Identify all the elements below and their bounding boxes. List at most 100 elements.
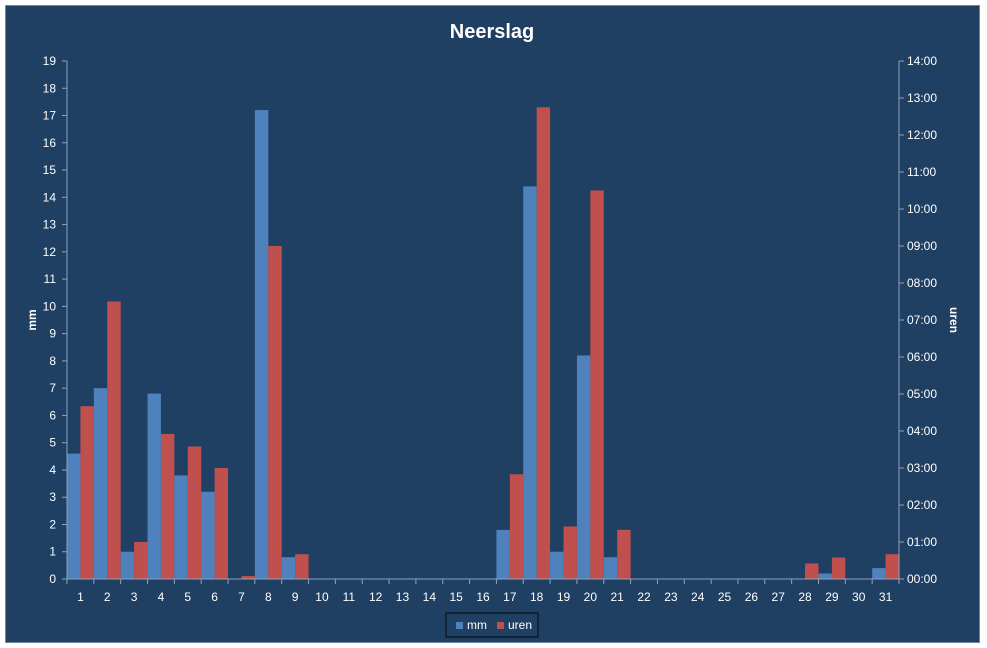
x-tick-label: 27 <box>772 590 786 604</box>
x-tick-label: 2 <box>104 590 111 604</box>
bar-uren <box>268 246 282 579</box>
y-tick-label: 5 <box>49 436 56 450</box>
x-tick-label: 5 <box>184 590 191 604</box>
x-tick-label: 11 <box>343 590 356 604</box>
y2-tick-label: 12:00 <box>907 128 937 142</box>
bar-uren <box>509 474 524 579</box>
x-tick-label: 18 <box>530 590 544 604</box>
y-tick-label: 0 <box>49 572 56 586</box>
chart-title: Neerslag <box>450 21 535 43</box>
bar-uren <box>885 554 899 579</box>
y-tick-label: 7 <box>49 381 56 395</box>
bar-uren <box>134 542 148 579</box>
bar-mm <box>496 529 510 579</box>
bar-mm <box>281 557 296 579</box>
bar-uren <box>536 107 551 579</box>
y2-tick-label: 07:00 <box>907 313 937 327</box>
x-tick-label: 4 <box>158 590 165 604</box>
y2-tick-label: 05:00 <box>907 387 937 401</box>
x-tick-label: 6 <box>211 590 218 604</box>
x-tick-label: 28 <box>798 590 812 604</box>
bar-mm <box>550 551 564 579</box>
legend-swatch-uren <box>497 622 504 629</box>
x-tick-label: 17 <box>503 590 517 604</box>
x-tick-label: 20 <box>584 590 598 604</box>
y2-tick-label: 03:00 <box>907 461 937 475</box>
x-tick-label: 29 <box>825 590 839 604</box>
bar-uren <box>805 563 819 579</box>
bar-mm <box>120 551 135 579</box>
y-tick-label: 4 <box>49 463 56 477</box>
axes-group: 01234567891011121314151617181900:0001:00… <box>43 54 938 604</box>
x-tick-label: 25 <box>718 590 732 604</box>
bar-uren <box>160 433 175 579</box>
y2-tick-label: 11:00 <box>907 165 936 179</box>
bar-mm <box>872 568 886 579</box>
y-tick-label: 10 <box>43 299 57 313</box>
y2-tick-label: 14:00 <box>907 54 937 68</box>
y2-tick-label: 00:00 <box>907 572 937 586</box>
y-tick-label: 17 <box>43 109 57 123</box>
legend-label-uren: uren <box>508 618 532 632</box>
bar-uren <box>214 468 229 579</box>
y2-tick-label: 13:00 <box>907 91 937 105</box>
x-tick-label: 16 <box>476 590 490 604</box>
bar-mm <box>254 110 269 580</box>
y-tick-label: 6 <box>49 408 56 422</box>
y-tick-label: 16 <box>43 136 57 150</box>
x-tick-label: 1 <box>77 590 84 604</box>
y-tick-label: 18 <box>43 81 57 95</box>
y-axis-title: mm <box>25 309 39 330</box>
y-tick-label: 9 <box>49 327 56 341</box>
y-tick-label: 14 <box>43 190 57 204</box>
x-tick-label: 22 <box>637 590 651 604</box>
y-tick-label: 11 <box>44 272 57 286</box>
bar-mm <box>201 491 215 579</box>
bar-mm <box>174 475 188 579</box>
bar-mm <box>576 355 591 579</box>
y2-tick-label: 01:00 <box>907 535 937 549</box>
y-tick-label: 1 <box>49 545 56 559</box>
legend-swatch-mm <box>456 622 463 629</box>
x-tick-label: 12 <box>369 590 383 604</box>
x-tick-label: 9 <box>292 590 299 604</box>
y-tick-label: 13 <box>43 218 57 232</box>
y-tick-label: 2 <box>49 517 56 531</box>
x-tick-label: 13 <box>396 590 410 604</box>
bar-mm <box>147 393 161 579</box>
x-tick-label: 14 <box>423 590 437 604</box>
x-tick-label: 23 <box>664 590 678 604</box>
bar-mm <box>603 557 618 579</box>
y2-tick-label: 02:00 <box>907 498 937 512</box>
x-tick-label: 24 <box>691 590 705 604</box>
x-tick-label: 26 <box>745 590 759 604</box>
y2-tick-label: 09:00 <box>907 239 937 253</box>
x-tick-label: 21 <box>611 590 625 604</box>
legend: mm uren <box>445 612 539 638</box>
bars-group <box>67 107 899 580</box>
bar-uren <box>831 557 846 579</box>
legend-label-mm: mm <box>467 618 487 632</box>
x-tick-label: 15 <box>449 590 463 604</box>
bar-uren <box>617 529 631 579</box>
y-tick-label: 12 <box>43 245 57 259</box>
y-tick-label: 15 <box>43 163 57 177</box>
y-tick-label: 3 <box>49 490 56 504</box>
bar-uren <box>241 576 255 579</box>
bar-uren <box>187 446 202 579</box>
y2-tick-label: 04:00 <box>907 424 937 438</box>
x-tick-label: 3 <box>131 590 138 604</box>
x-tick-label: 31 <box>879 590 893 604</box>
x-tick-label: 19 <box>557 590 571 604</box>
bar-uren <box>80 406 94 579</box>
bar-uren <box>107 301 121 579</box>
bar-mm <box>818 573 832 579</box>
bar-uren <box>295 554 309 579</box>
y-tick-label: 8 <box>49 354 56 368</box>
bar-uren <box>590 190 604 579</box>
bar-uren <box>563 526 577 579</box>
y-tick-label: 19 <box>43 54 57 68</box>
x-tick-label: 8 <box>265 590 272 604</box>
x-tick-label: 30 <box>852 590 866 604</box>
